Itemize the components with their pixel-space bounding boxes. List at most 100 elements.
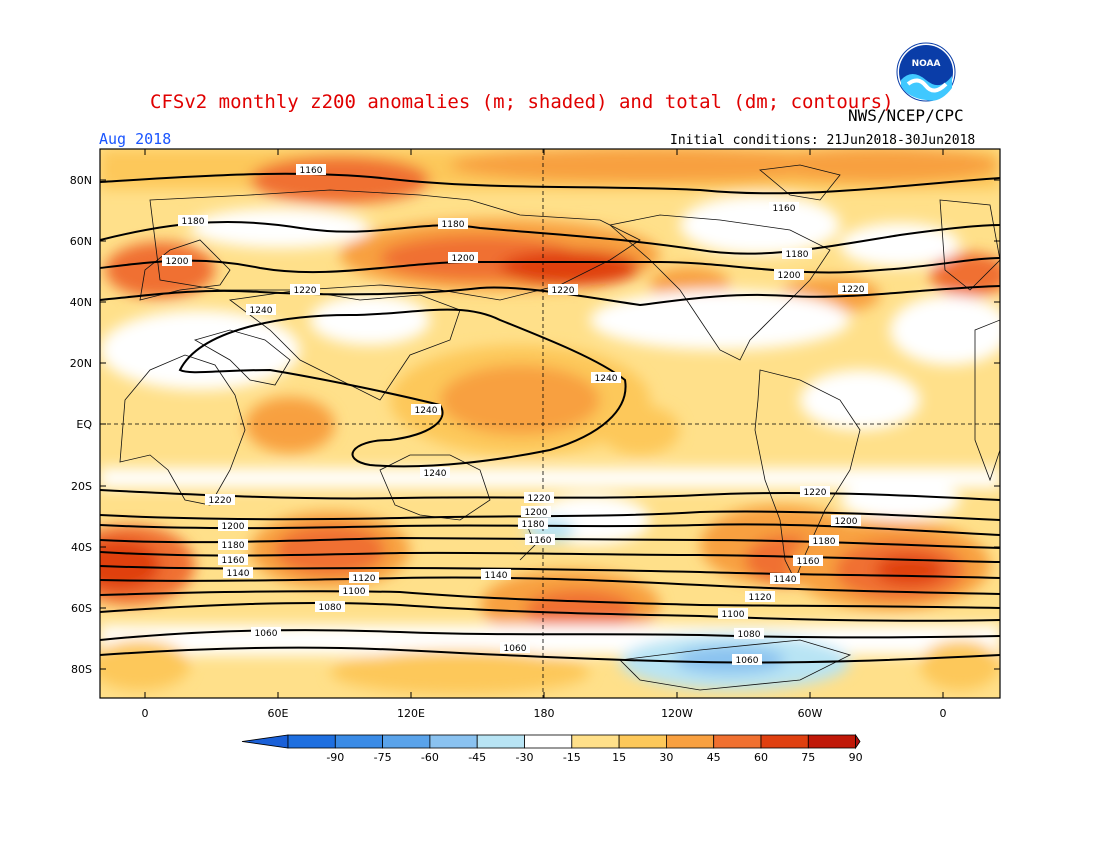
svg-text:1060: 1060 (504, 644, 527, 654)
svg-text:1120: 1120 (353, 574, 376, 584)
svg-text:1220: 1220 (842, 285, 865, 295)
lat-label: 80N (70, 174, 92, 187)
svg-text:1200: 1200 (525, 508, 548, 518)
contour-label: 1240 (246, 304, 276, 316)
contour-label: 1140 (223, 567, 253, 579)
contour-label: 1200 (774, 269, 804, 281)
svg-text:1140: 1140 (485, 571, 508, 581)
svg-text:1220: 1220 (209, 496, 232, 506)
colorbar-swatch (713, 734, 762, 749)
svg-text:1240: 1240 (250, 306, 273, 316)
svg-text:1240: 1240 (415, 406, 438, 416)
contour-label: 1080 (315, 601, 345, 613)
colorbar-swatch (666, 734, 715, 749)
svg-text:1180: 1180 (522, 520, 545, 530)
svg-text:1140: 1140 (774, 575, 797, 585)
contour-label: 1140 (770, 573, 800, 585)
colorbar-label: -15 (563, 751, 581, 764)
colorbar-label: -45 (468, 751, 486, 764)
contour-label: 1120 (745, 591, 775, 603)
colorbar-swatch (334, 734, 383, 749)
contour-label: 1180 (438, 218, 468, 230)
svg-text:1200: 1200 (452, 254, 475, 264)
contour-label: 1220 (524, 492, 554, 504)
contour-label: 1080 (734, 628, 764, 640)
svg-text:1180: 1180 (182, 217, 205, 227)
svg-text:1220: 1220 (552, 286, 575, 296)
lon-label: 60W (798, 707, 823, 720)
contour-label: 1180 (782, 248, 812, 260)
colorbar-swatch (618, 734, 667, 749)
svg-text:1200: 1200 (778, 271, 801, 281)
forecast-month: Aug 2018 (99, 130, 172, 148)
colorbar-label: 90 (849, 751, 863, 764)
lon-label: 120W (661, 707, 693, 720)
contour-label: 1160 (793, 555, 823, 567)
colorbar-min-arrow (241, 734, 289, 749)
lat-label: 80S (71, 663, 92, 676)
colorbar-swatch (807, 734, 856, 749)
svg-text:1080: 1080 (319, 603, 342, 613)
contour-label: 1100 (339, 585, 369, 597)
contour-label: 1180 (518, 518, 548, 530)
svg-text:1240: 1240 (595, 374, 618, 384)
contour-label: 1160 (525, 534, 555, 546)
contour-label: 1140 (481, 569, 511, 581)
contour-label: 1220 (205, 494, 235, 506)
lat-label: 20N (70, 357, 92, 370)
contour-label: 1160 (296, 164, 326, 176)
colorbar-swatch (760, 734, 809, 749)
colorbar-label: -60 (421, 751, 439, 764)
contour-label: 1060 (500, 642, 530, 654)
svg-text:1200: 1200 (166, 257, 189, 267)
svg-text:1160: 1160 (300, 166, 323, 176)
logo-text: NOAA (912, 59, 941, 69)
lat-label: 20S (71, 480, 92, 493)
contour-label: 1060 (251, 627, 281, 639)
svg-text:1180: 1180 (222, 541, 245, 551)
coastlines (119, 164, 1000, 691)
svg-text:1160: 1160 (773, 204, 796, 214)
colorbar-label: 15 (612, 751, 626, 764)
colorbar: -90 -75 -60 -45 -30 -15 15 30 45 60 75 90 (241, 733, 863, 764)
axis-ticks: 80N 60N 40N 20N EQ 20S 40S 60S 80S 0 60E 120E 180 120… (70, 149, 1000, 720)
contour-label: 1060 (732, 654, 762, 666)
svg-text:1220: 1220 (528, 494, 551, 504)
contour-label: 1240 (411, 404, 441, 416)
anomaly-shading (100, 149, 1000, 698)
lat-label: 60S (71, 602, 92, 615)
lon-label: 60E (268, 707, 289, 720)
contour-label: 1200 (521, 506, 551, 518)
lon-label: 120E (397, 707, 425, 720)
initial-conditions: Initial conditions: 21Jun2018-30Jun2018 (670, 133, 976, 148)
contour-label: 1160 (769, 202, 799, 214)
colorbar-label: 75 (801, 751, 815, 764)
svg-text:1200: 1200 (835, 517, 858, 527)
contour-label: 1160 (218, 554, 248, 566)
colorbar-swatch (524, 734, 573, 749)
noaa-logo-icon: NOAA (896, 42, 956, 102)
svg-text:1140: 1140 (227, 569, 250, 579)
svg-text:1160: 1160 (529, 536, 552, 546)
contour-label-layer: 1160 1180 1180 1160 1200 1200 1180 1220 1200 1220… (162, 164, 868, 666)
lon-label: 0 (142, 707, 149, 720)
lat-label: 40N (70, 296, 92, 309)
svg-text:1240: 1240 (424, 469, 447, 479)
svg-text:1220: 1220 (294, 286, 317, 296)
svg-text:1180: 1180 (813, 537, 836, 547)
svg-text:1160: 1160 (222, 556, 245, 566)
svg-text:1100: 1100 (343, 587, 366, 597)
svg-text:1180: 1180 (442, 220, 465, 230)
colorbar-swatch (287, 734, 336, 749)
colorbar-label: -30 (516, 751, 534, 764)
lat-label: 40S (71, 541, 92, 554)
contour-label: 1200 (162, 255, 192, 267)
colorbar-label: -90 (326, 751, 344, 764)
chart-title: CFSv2 monthly z200 anomalies (m; shaded)… (150, 91, 894, 113)
colorbar-label: 60 (754, 751, 768, 764)
contour-label: 1100 (718, 608, 748, 620)
svg-text:1220: 1220 (804, 488, 827, 498)
svg-text:1160: 1160 (797, 557, 820, 567)
svg-text:1200: 1200 (222, 522, 245, 532)
